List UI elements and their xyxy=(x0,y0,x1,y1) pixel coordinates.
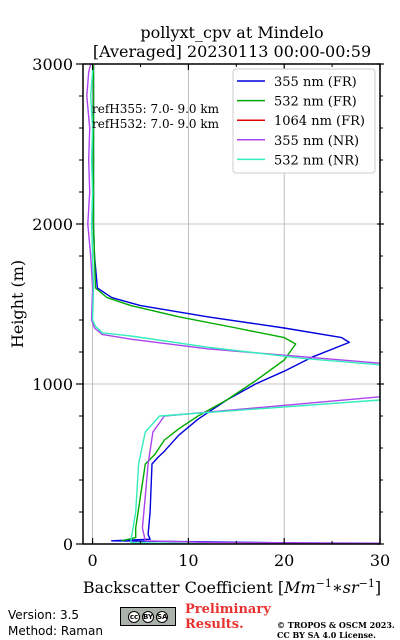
y-tick-label: 1000 xyxy=(32,375,73,394)
y-axis-label: Height (m) xyxy=(8,260,27,348)
x-axis-label-prefix: Backscatter Coefficient [ xyxy=(83,578,284,597)
cc-license-badge: cc BY SA xyxy=(120,607,176,626)
legend-entry: 532 nm (NR) xyxy=(274,153,359,168)
chart-title-line1: pollyxt_cpv at Mindelo xyxy=(140,23,323,42)
plot-frame xyxy=(82,63,381,545)
y-tick-label: 0 xyxy=(63,535,73,554)
x-tick-label: 10 xyxy=(178,551,198,570)
x-axis-label-suffix: ] xyxy=(375,578,381,597)
x-axis-label: Backscatter Coefficient [Mm−1∗sr−1] xyxy=(83,577,381,597)
copyright-line2: CC BY SA 4.0 License. xyxy=(277,630,376,640)
x-axis-label-unit: Mm xyxy=(283,578,316,597)
axis-ticks: 0 10 20 30 0 1000 2000 3000 xyxy=(32,55,390,570)
cc-icon: cc xyxy=(128,610,140,623)
x-tick-label: 30 xyxy=(370,551,390,570)
x-axis-label-exp2: −1 xyxy=(359,577,375,590)
y-tick-label: 3000 xyxy=(32,55,73,74)
legend-entry: 355 nm (FR) xyxy=(274,75,357,90)
copyright-line1: © TROPOS & OSCM 2023. xyxy=(277,620,395,630)
method-text: Method: Raman xyxy=(8,624,103,638)
series-line-4 xyxy=(90,64,380,544)
ref-height-annotation: refH355: 7.0- 9.0 km xyxy=(92,102,220,116)
by-icon: BY xyxy=(142,610,154,623)
series-line-0 xyxy=(92,64,380,544)
legend-entry: 355 nm (NR) xyxy=(274,134,359,149)
sa-icon: SA xyxy=(156,610,168,623)
version-text: Version: 3.5 xyxy=(8,608,80,622)
x-axis-label-mid: ∗sr xyxy=(332,578,360,597)
x-tick-label: 0 xyxy=(87,551,97,570)
x-axis-label-exp1: −1 xyxy=(316,577,332,590)
legend-box xyxy=(232,68,376,174)
chart-title: pollyxt_cpv at Mindelo [Averaged] 202301… xyxy=(93,23,371,61)
y-tick-label: 2000 xyxy=(32,215,73,234)
x-tick-label: 20 xyxy=(274,551,294,570)
legend: 355 nm (FR) 532 nm (FR) 1064 nm (FR) 355 nm… xyxy=(232,68,376,174)
legend-entry: 532 nm (FR) xyxy=(274,95,357,110)
copyright-text: © TROPOS & OSCM 2023. CC BY SA 4.0 Licen… xyxy=(277,620,395,640)
preliminary-line1: Preliminary xyxy=(185,602,271,617)
series-lines xyxy=(86,64,380,544)
chart-title-line2: [Averaged] 20230113 00:00-00:59 xyxy=(93,42,371,61)
series-line-1 xyxy=(92,64,297,542)
series-line-3 xyxy=(86,64,380,544)
legend-entry: 1064 nm (FR) xyxy=(274,114,365,129)
preliminary-line2: Results. xyxy=(185,617,244,632)
ref-height-annotation: refH532: 7.0- 9.0 km xyxy=(92,117,220,131)
footer-info: Version: 3.5 Method: Raman xyxy=(8,607,103,639)
preliminary-notice: Preliminary Results. xyxy=(185,602,271,632)
